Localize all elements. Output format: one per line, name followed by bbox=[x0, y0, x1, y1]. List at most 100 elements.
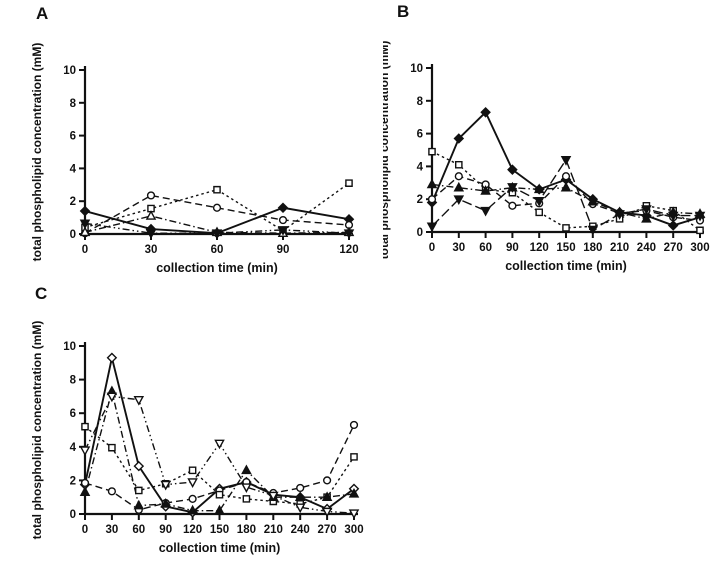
marker-filled-triangle-dashdot bbox=[587, 195, 599, 206]
x-tick-label: 270 bbox=[318, 524, 337, 536]
series-line-filled-invtriangle-dashdotdot bbox=[84, 222, 350, 234]
marker-filled-triangle-dashdot bbox=[241, 464, 252, 475]
series-line-filled-invtriangle-longdash bbox=[431, 158, 700, 231]
marker-filled-diamond-solid bbox=[277, 202, 289, 214]
marker-open-invtriangle-dashdotdot bbox=[160, 480, 171, 491]
x-tick-label: 90 bbox=[277, 244, 290, 256]
x-tick-label: 180 bbox=[583, 242, 602, 254]
y-tick-label: 8 bbox=[417, 96, 424, 108]
marker-open-circle-dashed bbox=[427, 195, 437, 204]
marker-filled-triangle-dashdot bbox=[453, 181, 465, 192]
panel-a-label: A bbox=[36, 4, 49, 23]
marker-open-invtriangle-dashdotdot bbox=[133, 395, 145, 406]
marker-open-circle-dashed bbox=[278, 215, 288, 225]
y-tick-label: 10 bbox=[63, 341, 76, 353]
marker-open-circle-dashed bbox=[107, 487, 117, 496]
x-tick-label: 60 bbox=[211, 244, 224, 256]
x-axis-title: collection time (min) bbox=[505, 259, 627, 273]
marker-open-circle-dashed bbox=[188, 494, 197, 503]
series-line-open-circle-dashed bbox=[431, 175, 701, 222]
marker-filled-triangle-dashdot bbox=[79, 486, 91, 496]
marker-filled-invtriangle-dashdotdot bbox=[277, 226, 289, 236]
marker-filled-invtriangle-dashdotdot bbox=[343, 229, 355, 240]
marker-filled-diamond-solid bbox=[507, 164, 518, 175]
marker-open-square-dotted bbox=[535, 208, 543, 217]
marker-open-square-dotted bbox=[188, 466, 197, 475]
x-tick-label: 120 bbox=[530, 242, 549, 254]
marker-filled-invtriangle-dashdotdot bbox=[211, 229, 223, 240]
x-tick-label: 90 bbox=[159, 524, 172, 536]
marker-open-invtriangle-dashdotdot bbox=[79, 446, 91, 457]
x-tick-label: 120 bbox=[339, 244, 358, 256]
y-axis-title: total phospholipid concentration (mM) bbox=[30, 43, 44, 262]
y-axis-title: total phospholipid concentration (mM) bbox=[383, 41, 391, 260]
marker-open-diamond-solid bbox=[133, 460, 145, 472]
x-tick-label: 90 bbox=[506, 242, 519, 254]
marker-open-invtriangle-dashdotdot bbox=[187, 478, 198, 488]
x-tick-label: 240 bbox=[291, 524, 310, 536]
marker-open-square-dotted bbox=[428, 147, 436, 156]
x-tick-label: 120 bbox=[183, 524, 202, 536]
panel-b-label: B bbox=[397, 2, 410, 21]
x-tick-label: 30 bbox=[452, 242, 465, 254]
y-tick-label: 2 bbox=[417, 194, 423, 206]
marker-open-triangle-dashdot bbox=[145, 210, 157, 220]
marker-filled-triangle-dashdot bbox=[348, 487, 360, 498]
marker-filled-invtriangle-longdash bbox=[641, 205, 652, 215]
chart-svg-b: 0 2 4 6 8 10 0 30 60 90 120 150 180 210 240 270 300 colle… bbox=[377, 41, 710, 273]
series-line-open-square-dotted bbox=[84, 426, 355, 505]
marker-open-square-dotted bbox=[135, 486, 143, 495]
panel-a: A 0 2 4 6 8 10 0 30 60 90 120 collection time (min)… bbox=[22, 0, 367, 278]
marker-open-square-dotted bbox=[147, 204, 155, 213]
x-tick-label: 300 bbox=[690, 242, 709, 254]
marker-open-square-dotted bbox=[345, 179, 353, 187]
x-tick-label: 0 bbox=[429, 242, 435, 254]
marker-filled-diamond-solid bbox=[667, 220, 679, 231]
chart-svg-a: 0 2 4 6 8 10 0 30 60 90 120 collection time (min) to… bbox=[30, 43, 359, 275]
x-tick-label: 0 bbox=[82, 244, 88, 256]
panel-c: C 0 2 4 6 8 10 0 30 60 90 120 150 180 210 240 270 300 col… bbox=[22, 280, 372, 560]
marker-filled-triangle-dashdot bbox=[426, 178, 438, 189]
marker-open-circle-dashed bbox=[146, 191, 156, 200]
marker-filled-invtriangle-longdash bbox=[694, 211, 706, 222]
marker-open-invtriangle-dashdotdot bbox=[106, 392, 118, 403]
x-tick-label: 210 bbox=[264, 524, 283, 536]
y-tick-label: 0 bbox=[70, 509, 76, 521]
marker-filled-diamond-solid bbox=[79, 205, 91, 217]
marker-filled-invtriangle-longdash bbox=[587, 225, 599, 236]
x-tick-label: 240 bbox=[637, 242, 656, 254]
marker-open-invtriangle-dashdotdot bbox=[241, 483, 252, 493]
marker-filled-triangle-dashdot bbox=[187, 504, 198, 515]
marker-open-square-dotted bbox=[696, 226, 704, 235]
y-tick-label: 6 bbox=[70, 131, 76, 143]
marker-open-circle-dashed bbox=[296, 483, 305, 493]
marker-open-square-dotted bbox=[562, 224, 570, 232]
x-tick-label: 180 bbox=[237, 524, 256, 536]
marker-open-square-dotted bbox=[108, 443, 116, 452]
marker-filled-invtriangle-longdash bbox=[480, 206, 491, 217]
marker-filled-triangle-dashdot bbox=[533, 183, 545, 194]
x-tick-label: 30 bbox=[145, 244, 158, 256]
y-tick-label: 0 bbox=[417, 227, 423, 239]
x-tick-label: 270 bbox=[664, 242, 683, 254]
y-tick-label: 2 bbox=[70, 475, 76, 487]
x-tick-label: 150 bbox=[210, 524, 229, 536]
panel-c-chart: 0 2 4 6 8 10 0 30 60 90 120 150 180 210 240 270 300 colle… bbox=[22, 280, 372, 565]
marker-open-circle-dashed bbox=[80, 478, 90, 488]
marker-filled-invtriangle-longdash bbox=[560, 156, 572, 166]
marker-filled-invtriangle-longdash bbox=[507, 183, 518, 193]
x-tick-label: 60 bbox=[479, 242, 492, 254]
marker-open-square-dotted bbox=[215, 490, 224, 499]
marker-filled-triangle-dashdot bbox=[480, 185, 491, 195]
marker-filled-triangle-dashdot bbox=[321, 491, 333, 501]
marker-open-circle-dashed bbox=[454, 172, 463, 181]
marker-open-circle-dashed bbox=[349, 420, 359, 430]
panel-a-chart: 0 2 4 6 8 10 0 30 60 90 120 collection time (min) to… bbox=[22, 0, 367, 283]
chart-svg-c: 0 2 4 6 8 10 0 30 60 90 120 150 180 210 240 270 300 colle… bbox=[30, 321, 364, 555]
series-line-open-square-dotted bbox=[84, 182, 350, 232]
x-tick-label: 30 bbox=[106, 524, 119, 536]
marker-filled-triangle-dashdot bbox=[214, 504, 225, 515]
marker-filled-triangle-dashdot bbox=[294, 491, 306, 501]
marker-open-square-dotted bbox=[81, 422, 89, 431]
